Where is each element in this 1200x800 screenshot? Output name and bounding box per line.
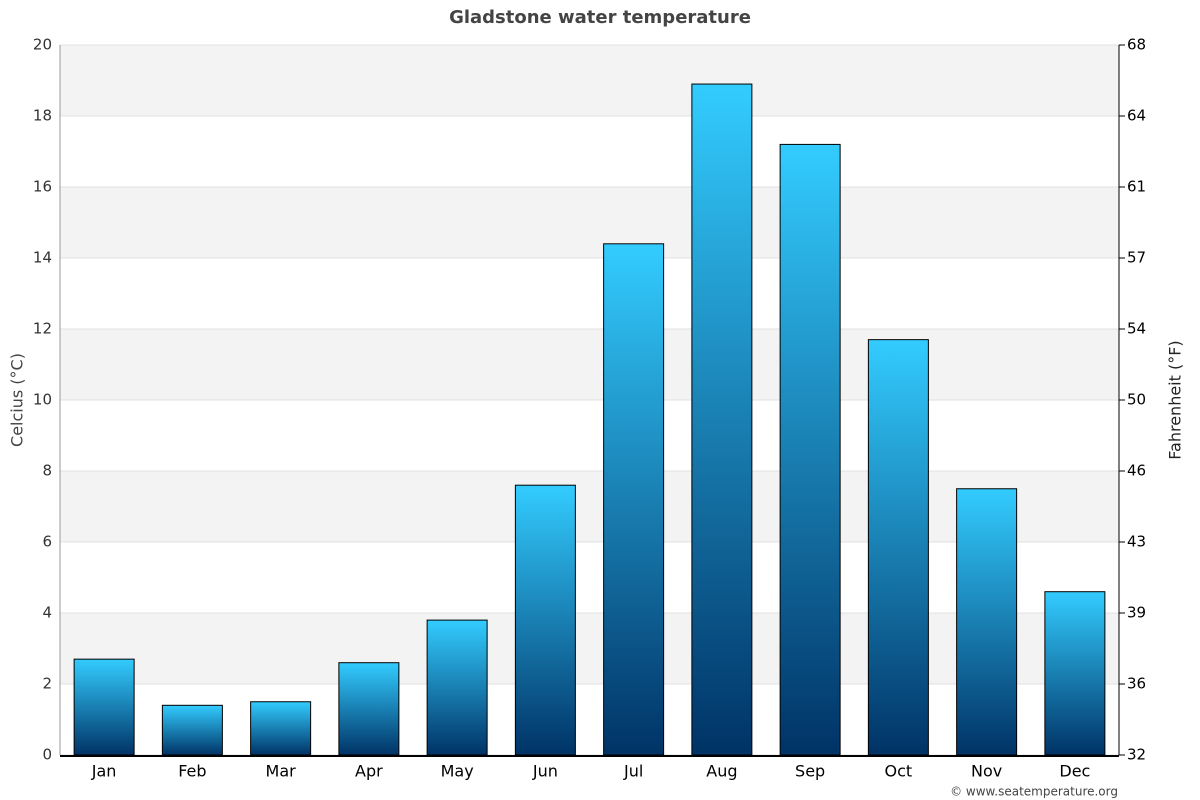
y2-tick-label: 39 [1127, 604, 1146, 622]
bar [73, 658, 135, 756]
x-tick-label: Feb [178, 762, 206, 781]
y-tick-label: 16 [33, 178, 52, 196]
bar [603, 243, 665, 756]
y-tick-label: 20 [33, 36, 52, 54]
chart-title: Gladstone water temperature [449, 7, 751, 28]
y2-tick-label: 64 [1127, 107, 1146, 125]
y2-tick-label: 54 [1127, 320, 1146, 338]
grid-band [60, 613, 1119, 684]
x-tick-label: Nov [971, 762, 1002, 781]
grid-band [60, 471, 1119, 542]
y2-tick-label: 46 [1127, 462, 1146, 480]
grid-band [60, 45, 1119, 116]
y-tick-label: 10 [33, 391, 52, 409]
y-tick-label: 0 [42, 746, 52, 764]
y-tick-label: 12 [33, 320, 52, 338]
x-tick-label: May [441, 762, 474, 781]
bar [426, 619, 488, 756]
y-tick-label: 4 [42, 604, 52, 622]
y2-tick-label: 61 [1127, 178, 1146, 196]
bar [779, 143, 841, 756]
bar [867, 339, 929, 756]
grid-band [60, 329, 1119, 400]
y-tick-label: 8 [42, 462, 52, 480]
y-tick-label: 14 [33, 249, 52, 267]
y2-tick-label: 68 [1127, 36, 1146, 54]
bar [691, 83, 753, 756]
y-axis-label: Celcius (°C) [8, 353, 27, 447]
y2-tick-label: 43 [1127, 533, 1146, 551]
y-tick-label: 2 [42, 675, 52, 693]
y2-tick-label: 57 [1127, 249, 1146, 267]
bar [338, 662, 400, 756]
bar [161, 704, 223, 756]
x-tick-label: Aug [706, 762, 737, 781]
y2-tick-label: 50 [1127, 391, 1146, 409]
bar [250, 701, 312, 756]
y2-tick-label: 32 [1127, 746, 1146, 764]
x-tick-label: Sep [795, 762, 825, 781]
bar [1044, 591, 1106, 756]
x-tick-label: Mar [266, 762, 297, 781]
grid-band [60, 187, 1119, 258]
x-tick-label: Oct [885, 762, 913, 781]
credit: © www.seatemperature.org [950, 785, 1118, 799]
x-tick-label: Apr [355, 762, 383, 781]
x-tick-label: Jan [91, 762, 117, 781]
y2-axis-label: Fahrenheit (°F) [1166, 340, 1185, 459]
bar [514, 484, 576, 756]
y2-tick-label: 36 [1127, 675, 1146, 693]
x-tick-label: Jul [623, 762, 643, 781]
y-tick-label: 6 [42, 533, 52, 551]
y-tick-label: 18 [33, 107, 52, 125]
x-tick-label: Dec [1059, 762, 1090, 781]
x-tick-label: Jun [532, 762, 558, 781]
bar [956, 488, 1018, 756]
